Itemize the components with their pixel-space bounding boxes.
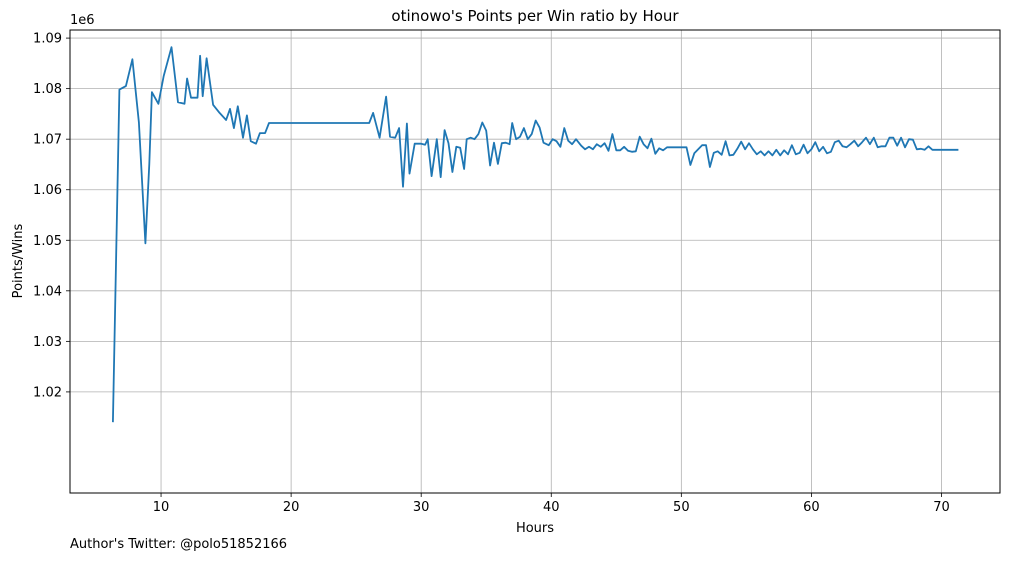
x-tick-label: 40 <box>543 500 560 515</box>
y-axis-label: Points/Wins <box>11 223 26 298</box>
y-tick-label: 1.02 <box>33 385 62 400</box>
y-axis-ticks: 1.02 1.03 1.04 1.05 1.06 1.07 1.08 1.09 <box>33 32 70 400</box>
x-tick-label: 60 <box>803 500 820 515</box>
y-tick-label: 1.05 <box>33 234 62 249</box>
x-tick-label: 10 <box>153 500 170 515</box>
y-tick-label: 1.08 <box>33 82 62 97</box>
plot-area-frame <box>69 29 1001 494</box>
y-tick-label: 1.04 <box>33 284 62 299</box>
y-axis-multiplier-label: 1e6 <box>70 13 95 28</box>
y-tick-label: 1.03 <box>33 335 62 350</box>
x-tick-label: 70 <box>933 500 950 515</box>
x-tick-label: 20 <box>283 500 300 515</box>
y-tick-label: 1.06 <box>33 183 62 198</box>
x-axis-ticks: 10 20 30 40 50 60 70 <box>153 493 950 515</box>
grid-lines <box>70 30 1000 493</box>
x-tick-label: 30 <box>413 500 430 515</box>
x-axis-label: Hours <box>516 521 554 536</box>
y-tick-label: 1.07 <box>33 133 62 148</box>
y-tick-label: 1.09 <box>33 32 62 47</box>
author-credit: Author's Twitter: @polo51852166 <box>70 537 288 552</box>
chart-title: otinowo's Points per Win ratio by Hour <box>391 7 679 25</box>
series-line <box>112 46 959 423</box>
x-tick-label: 50 <box>673 500 690 515</box>
